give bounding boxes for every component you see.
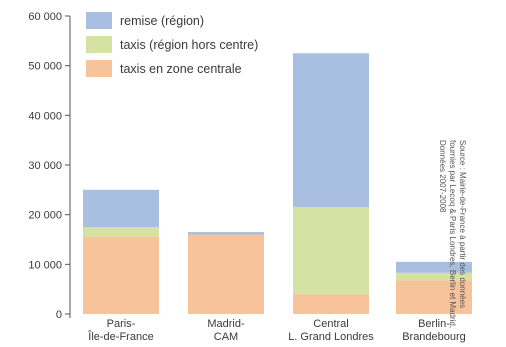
bar-segment [293, 294, 369, 314]
x-category-label: Madrid-CAM [207, 318, 245, 343]
legend-swatch [86, 12, 112, 29]
bar-segment [188, 234, 264, 314]
bar-segment [83, 237, 159, 314]
bar-segment [396, 272, 472, 281]
x-category-label: Paris-Île-de-France [87, 318, 153, 343]
y-tick-label: 60 000 [28, 11, 62, 23]
y-tick-label: 40 000 [28, 110, 62, 122]
x-category-label: Berlin-Brandebourg [402, 318, 466, 343]
legend: remise (région) taxis (région hors centre… [86, 12, 258, 77]
y-axis: 0 10 000 20 000 30 000 40 000 50 000 60 000 [28, 11, 71, 321]
legend-swatch [86, 36, 112, 53]
legend-label: remise (région) [120, 14, 204, 28]
bars-layer [83, 53, 472, 314]
bar-segment [293, 53, 369, 208]
bar-segment [83, 227, 159, 238]
legend-swatch [86, 60, 112, 77]
y-tick-label: 50 000 [28, 61, 62, 73]
bar-segment [396, 261, 472, 273]
bar-segment [83, 189, 159, 228]
y-tick-label: 0 [56, 309, 62, 321]
bar-segment [188, 232, 264, 235]
y-tick-label: 30 000 [28, 160, 62, 172]
bar-segment [293, 207, 369, 295]
bar-segment [396, 280, 472, 314]
x-category-label: Central L. Grand Londres [288, 318, 374, 343]
legend-label: taxis en zone centrale [120, 62, 242, 76]
source-note: Source : Mairie-de-France à partir des d… [438, 140, 467, 328]
y-tick-label: 20 000 [28, 210, 62, 222]
x-axis-labels: Paris-Île-de-France Madrid-CAM Central L. G… [87, 318, 466, 343]
y-tick-label: 10 000 [28, 259, 62, 271]
legend-label: taxis (région hors centre) [120, 38, 258, 52]
